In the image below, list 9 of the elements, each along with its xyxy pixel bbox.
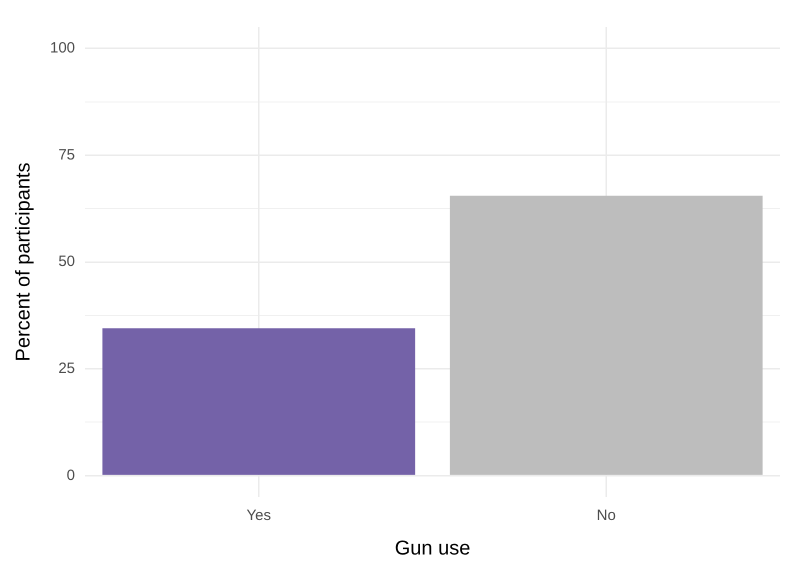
x-tick-label: Yes (246, 507, 272, 524)
y-tick-label: 25 (58, 360, 76, 377)
y-tick-label: 0 (66, 466, 76, 484)
x-tick-label: No (596, 507, 616, 524)
y-tick-label: 100 (50, 40, 76, 57)
y-axis-title: Percent of participants (12, 162, 35, 362)
y-tick-label: 75 (58, 146, 76, 164)
x-axis-title: Gun use (394, 538, 470, 560)
y-tick-label: 50 (58, 253, 76, 270)
